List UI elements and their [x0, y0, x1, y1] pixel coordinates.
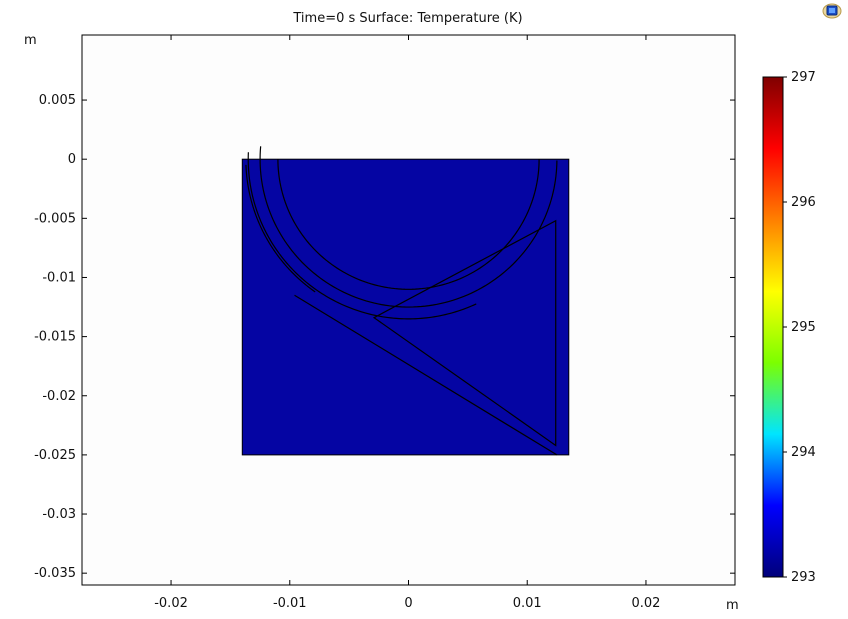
- y-tick-label: -0.005: [34, 211, 76, 226]
- diagonal-boundary: [294, 294, 558, 456]
- x-tick-label: 0.01: [513, 596, 542, 611]
- x-axis-ticks: -0.02 -0.01 0 0.01 0.02: [154, 35, 660, 611]
- colorbar-tick-label: 296: [791, 195, 816, 210]
- colorbar-tick-label: 294: [791, 445, 816, 460]
- colorbar-tick-label: 293: [791, 570, 816, 585]
- x-tick-label: -0.01: [273, 596, 307, 611]
- colorbar: [762, 76, 784, 578]
- triangle-boundary: [372, 219, 557, 447]
- x-tick-label: 0: [404, 596, 412, 611]
- y-axis-ticks: 0.005 0 -0.005 -0.01 -0.015 -0.02 -0.025 -0.03 -…: [34, 93, 735, 581]
- colorbar-tick-label: 295: [791, 320, 816, 335]
- y-tick-label: -0.015: [34, 330, 76, 345]
- y-tick-label: -0.025: [34, 448, 76, 463]
- app-logo-icon: [822, 1, 842, 19]
- colorbar-ticks: 293 294 295 296 297: [783, 70, 816, 585]
- y-tick-label: 0.005: [39, 93, 76, 108]
- x-unit-label: m: [726, 598, 739, 613]
- x-tick-label: -0.02: [154, 596, 188, 611]
- y-unit-label: m: [24, 33, 37, 48]
- outer-edge-arc: [245, 164, 316, 293]
- y-tick-label: -0.02: [42, 389, 76, 404]
- middle-arc-boundary: [259, 146, 558, 308]
- x-tick-label: 0.02: [631, 596, 660, 611]
- y-tick-label: -0.03: [42, 507, 76, 522]
- y-tick-label: -0.035: [34, 566, 76, 581]
- geometry-layer: [241, 146, 570, 456]
- plot-title: Time=0 s Surface: Temperature (K): [292, 11, 522, 26]
- outer-arc-boundary: [247, 152, 477, 320]
- y-tick-label: -0.01: [42, 270, 76, 285]
- inner-circle-boundary: [277, 159, 540, 290]
- y-tick-label: 0: [68, 152, 76, 167]
- colorbar-tick-label: 297: [791, 70, 816, 85]
